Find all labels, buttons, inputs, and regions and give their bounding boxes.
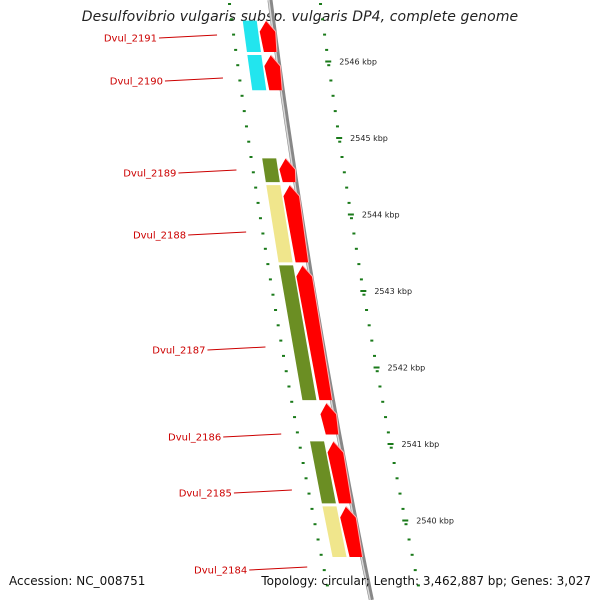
- gene-label: Dvul_2190: [110, 77, 163, 88]
- cds-arrow: [296, 265, 333, 401]
- gene-label: Dvul_2188: [133, 231, 186, 242]
- cds-arrow: [279, 158, 296, 183]
- cds-arrow-highlight: [265, 20, 278, 53]
- kbp-label: 2544 kbp: [362, 211, 400, 220]
- inner-tick-track: [228, 3, 329, 587]
- cds-arrow: [340, 506, 363, 557]
- gene-label: Dvul_2185: [179, 489, 232, 500]
- gene-leader-line: [207, 346, 266, 351]
- gene-leader-line: [233, 489, 292, 494]
- gene-leader-line: [249, 566, 308, 571]
- kbp-scale-group: 2546 kbp 2545 kbp 2544 kbp 2543 kbp 2542 kbp…: [325, 58, 454, 526]
- genome-title: Desulfovibrio vulgaris subsp. vulgaris D…: [81, 9, 519, 25]
- gene-leader-line: [188, 231, 247, 236]
- gene-leader-line: [159, 34, 218, 39]
- cds-arrow: [283, 185, 309, 263]
- kbp-label: 2543 kbp: [374, 287, 412, 296]
- cds-arrow-highlight: [333, 441, 353, 504]
- gene-label: Dvul_2191: [104, 34, 157, 45]
- gene-label: Dvul_2184: [194, 566, 247, 577]
- cds-arrow: [264, 55, 283, 91]
- outer-tick-track: [319, 3, 420, 587]
- kbp-label: 2540 kbp: [416, 517, 454, 526]
- genome-summary-text: Topology: circular; Length: 3,462,887 bp…: [261, 574, 591, 588]
- kbp-label: 2546 kbp: [339, 58, 377, 67]
- cds-arrow: [320, 403, 339, 435]
- accession-text: Accession: NC_008751: [9, 574, 146, 588]
- cds-arrow-highlight: [326, 402, 340, 435]
- kbp-label: 2542 kbp: [388, 364, 426, 373]
- cds-arrow-highlight: [302, 265, 333, 401]
- cds-arrow-highlight: [345, 506, 364, 558]
- cds-arrow-highlight: [289, 184, 310, 263]
- cds-feature-track: [259, 20, 364, 558]
- cds-arrow-highlight: [285, 157, 297, 183]
- gene-label: Dvul_2189: [123, 169, 176, 180]
- cog-block: [242, 20, 261, 53]
- gene-leader-line: [164, 77, 223, 82]
- cds-arrow: [327, 441, 352, 504]
- gene-leader-line: [223, 433, 282, 438]
- gene-leader-line: [178, 169, 237, 174]
- kbp-label: 2541 kbp: [402, 440, 440, 449]
- gene-label: Dvul_2186: [168, 433, 221, 444]
- cog-block: [247, 55, 267, 91]
- cog-feature-track: [242, 20, 347, 557]
- gene-label-group: Dvul_2191 Dvul_2190 Dvul_2189 Dvul_2188 Dvul…: [104, 34, 308, 577]
- cog-block: [262, 158, 280, 183]
- cog-block: [266, 185, 293, 263]
- cog-block: [310, 441, 336, 504]
- cog-block: [322, 506, 347, 557]
- cds-arrow-highlight: [270, 54, 283, 91]
- cog-block: [279, 265, 317, 401]
- gene-label: Dvul_2187: [152, 346, 205, 357]
- kbp-label: 2545 kbp: [350, 134, 388, 143]
